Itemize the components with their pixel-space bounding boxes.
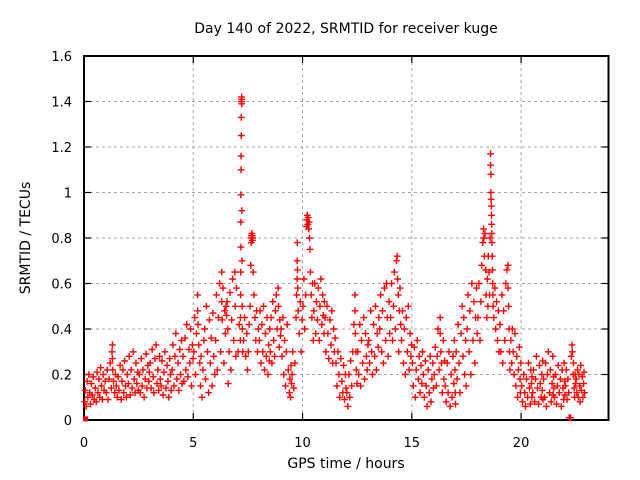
data-points	[81, 93, 588, 422]
y-tick-label: 0	[64, 414, 72, 429]
y-tick-label: 0.6	[51, 278, 72, 293]
y-tick-label: 0.2	[51, 369, 72, 384]
y-tick-label: 1.2	[51, 141, 72, 156]
x-tick-label: 15	[404, 436, 421, 451]
y-tick-label: 1.4	[51, 96, 72, 111]
plot-border	[83, 55, 610, 421]
x-tick-label: 5	[189, 436, 197, 451]
chart-title: Day 140 of 2022, SRMTID for receiver kug…	[194, 21, 497, 37]
y-tick-label: 0.4	[51, 323, 72, 338]
x-tick-label: 10	[294, 436, 311, 451]
y-tick-label: 1	[64, 187, 72, 202]
x-tick-label: 0	[80, 436, 88, 451]
y-tick-label: 0.8	[51, 232, 72, 247]
y-tick-label: 1.6	[51, 50, 72, 65]
x-axis-label: GPS time / hours	[287, 456, 404, 472]
y-axis-label: SRMTID / TECUs	[18, 182, 34, 295]
data-points-layer	[81, 93, 588, 422]
x-tick-label: 20	[513, 436, 530, 451]
origin-square-marker	[83, 416, 89, 422]
grid-lines	[84, 56, 609, 420]
tick-labels-layer: 0 5 10 15 20 0 0.2 0.4 0.6 0.8 1 1.2 1.4 1.6	[51, 50, 529, 451]
